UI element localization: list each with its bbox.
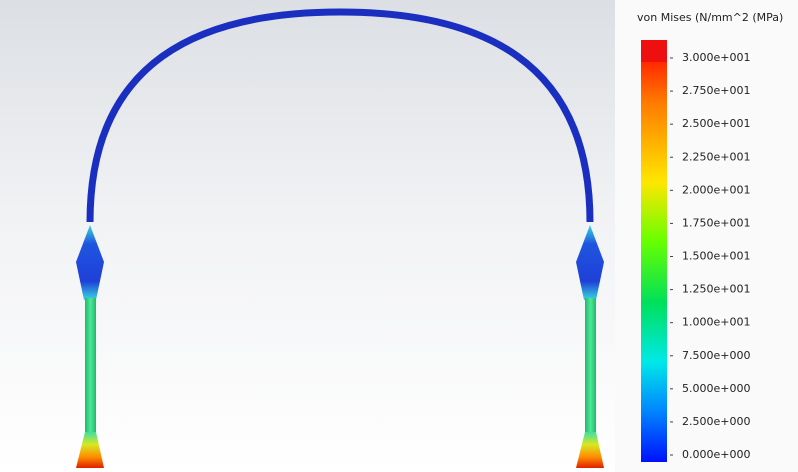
legend-title: von Mises (N/mm^2 (MPa): [637, 11, 783, 24]
legend-label: 2.000e+001: [682, 183, 750, 196]
color-scale: [641, 62, 667, 462]
legend-label: 1.500e+001: [682, 250, 750, 263]
legend-label: 2.500e+000: [682, 415, 750, 428]
legend-label: 7.500e+000: [682, 349, 750, 362]
column: [85, 298, 96, 433]
legend-label: 2.750e+001: [682, 84, 750, 97]
column: [585, 298, 596, 433]
page: von Mises (N/mm^2 (MPa) 3.000e+001 2.750e…: [0, 0, 798, 472]
legend-label: 1.250e+001: [682, 283, 750, 296]
legend-label: 1.000e+001: [682, 316, 750, 329]
legend-label: 5.000e+000: [682, 382, 750, 395]
legend-label: 3.000e+001: [682, 51, 750, 64]
max-swatch: [641, 40, 667, 62]
legend-label: 0.000e+000: [682, 448, 750, 461]
legend-label: 1.750e+001: [682, 216, 750, 229]
simulation-view: von Mises (N/mm^2 (MPa) 3.000e+001 2.750e…: [0, 0, 798, 472]
legend-label: 2.500e+001: [682, 117, 750, 130]
legend-label: 2.250e+001: [682, 150, 750, 163]
